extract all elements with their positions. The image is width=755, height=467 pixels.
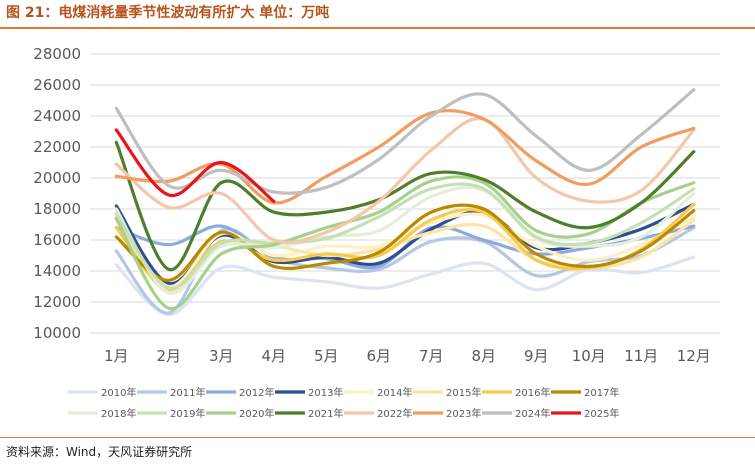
legend-item: 2023年 (413, 407, 481, 420)
x-tick-label: 5月 (314, 347, 339, 365)
x-tick-label: 3月 (209, 347, 234, 365)
x-tick-label: 9月 (524, 347, 549, 365)
gridlines (90, 53, 720, 334)
series-line-2023 (114, 109, 696, 205)
series-line-2020 (114, 175, 696, 310)
legend-label: 2020年 (239, 407, 274, 420)
legend-label: 2017年 (584, 386, 619, 399)
legend-item: 2014年 (344, 386, 412, 399)
legend-label: 2014年 (377, 386, 412, 399)
series-line-2014 (114, 212, 696, 289)
legend-label: 2018年 (101, 407, 136, 420)
series-line-2025 (114, 128, 276, 203)
source-note: 资料来源：Wind，天风证券研究所 (6, 445, 193, 459)
legend-item: 2019年 (137, 407, 205, 420)
figure-title: 图 21：电煤消耗量季节性波动有所扩大 单位：万吨 (6, 5, 330, 21)
title-rule (0, 27, 755, 29)
legend-item: 2010年 (68, 386, 136, 399)
legend-item: 2011年 (137, 386, 205, 399)
legend-item: 2020年 (206, 407, 274, 420)
legend-label: 2010年 (101, 386, 136, 399)
x-tick-label: 8月 (471, 347, 496, 365)
legend-item: 2016年 (482, 386, 550, 399)
y-tick-label: 10000 (33, 324, 81, 342)
y-tick-label: 16000 (33, 231, 81, 249)
series-line-2017 (114, 203, 696, 282)
y-tick-label: 28000 (33, 45, 81, 63)
x-axis-ticks: 1月 2月 3月 4月 5月 6月 7月 8月 9月 10月 11月 12月 (104, 347, 711, 365)
legend-item: 2018年 (68, 407, 136, 420)
y-tick-label: 26000 (33, 76, 81, 94)
legend-item: 2022年 (344, 407, 412, 420)
legend-label: 2011年 (170, 386, 205, 399)
legend-label: 2023年 (446, 407, 481, 420)
legend: 2010年 2011年 2012年 2013年 2014年 2015年 2016年 2017年… (68, 386, 619, 420)
footer-rule (0, 437, 755, 438)
series-line-2024 (114, 88, 696, 195)
series-line-2022 (114, 116, 696, 245)
x-tick-label: 7月 (419, 347, 444, 365)
series-lines (114, 88, 696, 317)
legend-label: 2024年 (515, 407, 550, 420)
legend-label: 2016年 (515, 386, 550, 399)
x-tick-label: 10月 (572, 347, 606, 365)
line-chart: 10000 12000 14000 16000 18000 20000 22000 24000… (33, 45, 720, 420)
legend-item: 2017年 (551, 386, 619, 399)
x-tick-label: 2月 (156, 347, 181, 365)
legend-item: 2012年 (206, 386, 274, 399)
series-line-2018 (114, 185, 696, 295)
y-tick-label: 14000 (33, 262, 81, 280)
legend-label: 2022年 (377, 407, 412, 420)
legend-item: 2013年 (275, 386, 343, 399)
y-axis-ticks: 10000 12000 14000 16000 18000 20000 22000 24000… (33, 45, 81, 342)
series-line-2019 (114, 182, 696, 290)
legend-label: 2021年 (308, 407, 343, 420)
y-tick-label: 24000 (33, 107, 81, 125)
legend-item: 2024年 (482, 407, 550, 420)
x-tick-label: 4月 (261, 347, 286, 365)
legend-label: 2025年 (584, 407, 619, 420)
x-tick-label: 1月 (104, 347, 129, 365)
legend-label: 2012年 (239, 386, 274, 399)
legend-label: 2015年 (446, 386, 481, 399)
y-tick-label: 18000 (33, 200, 81, 218)
legend-item: 2015年 (413, 386, 481, 399)
legend-label: 2019年 (170, 407, 205, 420)
legend-item: 2025年 (551, 407, 619, 420)
x-tick-label: 12月 (677, 347, 711, 365)
y-tick-label: 12000 (33, 293, 81, 311)
x-tick-label: 6月 (366, 347, 391, 365)
y-tick-label: 20000 (33, 169, 81, 187)
legend-item: 2021年 (275, 407, 343, 420)
legend-label: 2013年 (308, 386, 343, 399)
y-tick-label: 22000 (33, 138, 81, 156)
x-tick-label: 11月 (624, 347, 658, 365)
